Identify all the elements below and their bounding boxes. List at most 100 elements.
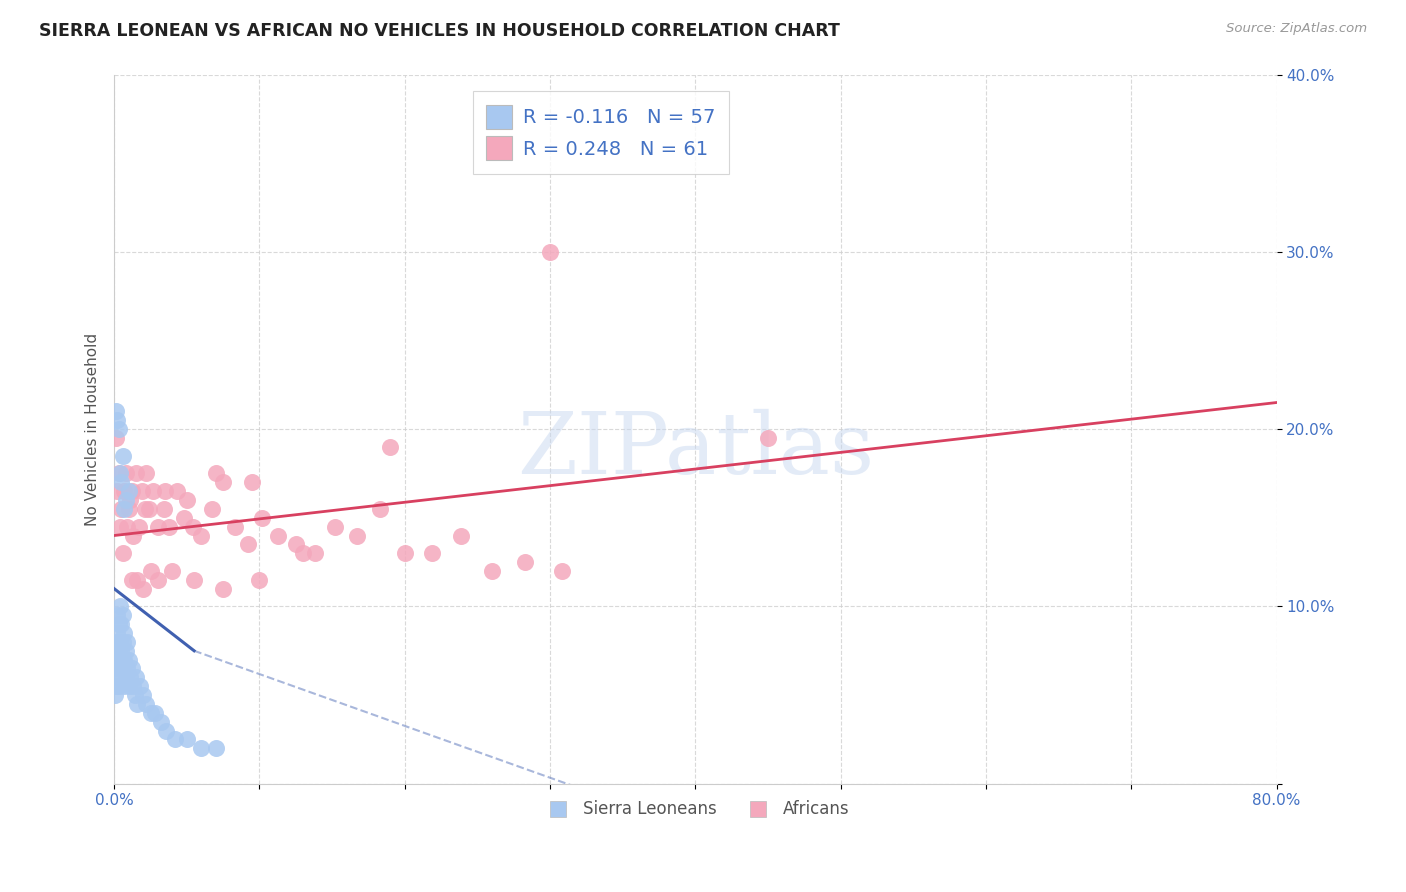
Point xyxy=(104,661,127,675)
Point xyxy=(114,467,136,481)
Point xyxy=(120,670,142,684)
Point xyxy=(118,484,141,499)
Point xyxy=(267,528,290,542)
Point xyxy=(111,546,134,560)
Point xyxy=(111,652,134,666)
Point xyxy=(125,670,148,684)
Point xyxy=(252,510,274,524)
Point xyxy=(143,706,166,720)
Point xyxy=(135,697,157,711)
Point xyxy=(107,422,129,436)
Point xyxy=(105,652,128,666)
Point xyxy=(132,582,155,596)
Point xyxy=(105,626,128,640)
Text: Source: ZipAtlas.com: Source: ZipAtlas.com xyxy=(1226,22,1367,36)
Point xyxy=(142,484,165,499)
Point xyxy=(200,502,222,516)
Point xyxy=(107,661,129,675)
Point xyxy=(181,519,204,533)
Point xyxy=(104,404,127,418)
Point xyxy=(212,582,235,596)
Point xyxy=(139,564,162,578)
Point xyxy=(114,670,136,684)
Point xyxy=(128,519,150,533)
Point xyxy=(114,644,136,658)
Point xyxy=(117,661,139,675)
Point xyxy=(112,626,135,640)
Point xyxy=(176,493,198,508)
Point xyxy=(125,467,148,481)
Point xyxy=(108,599,131,614)
Point xyxy=(122,679,145,693)
Point xyxy=(127,697,149,711)
Point xyxy=(110,644,132,658)
Point xyxy=(124,688,146,702)
Point xyxy=(129,679,152,693)
Point xyxy=(139,706,162,720)
Point xyxy=(249,573,271,587)
Point xyxy=(105,484,128,499)
Point xyxy=(105,644,128,658)
Y-axis label: No Vehicles in Household: No Vehicles in Household xyxy=(86,333,100,525)
Point xyxy=(422,546,444,560)
Point xyxy=(108,519,131,533)
Point xyxy=(111,608,134,623)
Point xyxy=(104,431,127,445)
Point xyxy=(138,502,160,516)
Point xyxy=(108,635,131,649)
Point xyxy=(118,652,141,666)
Point xyxy=(112,502,135,516)
Point xyxy=(284,537,307,551)
Point xyxy=(104,679,127,693)
Point xyxy=(323,519,346,533)
Point xyxy=(394,546,416,560)
Point xyxy=(117,519,139,533)
Point xyxy=(112,652,135,666)
Point xyxy=(236,537,259,551)
Point xyxy=(450,528,472,542)
Point xyxy=(107,467,129,481)
Point xyxy=(155,723,177,738)
Point xyxy=(107,644,129,658)
Point xyxy=(111,449,134,463)
Point xyxy=(152,502,174,516)
Point xyxy=(162,564,184,578)
Point xyxy=(205,467,228,481)
Point xyxy=(224,519,246,533)
Point xyxy=(104,670,127,684)
Point xyxy=(132,688,155,702)
Point xyxy=(120,493,142,508)
Point xyxy=(166,484,188,499)
Point xyxy=(127,573,149,587)
Point xyxy=(146,519,169,533)
Point xyxy=(114,493,136,508)
Point xyxy=(105,413,128,427)
Point xyxy=(183,573,205,587)
Point xyxy=(110,502,132,516)
Point xyxy=(121,573,143,587)
Point xyxy=(110,661,132,675)
Point xyxy=(135,467,157,481)
Point xyxy=(107,679,129,693)
Point xyxy=(550,564,572,578)
Point xyxy=(153,484,176,499)
Point xyxy=(110,617,132,632)
Point xyxy=(538,244,561,259)
Point xyxy=(105,608,128,623)
Point xyxy=(112,484,135,499)
Point xyxy=(368,502,391,516)
Point xyxy=(134,502,156,516)
Point xyxy=(292,546,315,560)
Point xyxy=(121,661,143,675)
Point xyxy=(111,635,134,649)
Point xyxy=(131,484,153,499)
Text: SIERRA LEONEAN VS AFRICAN NO VEHICLES IN HOUSEHOLD CORRELATION CHART: SIERRA LEONEAN VS AFRICAN NO VEHICLES IN… xyxy=(39,22,841,40)
Point xyxy=(756,431,779,445)
Point xyxy=(112,679,135,693)
Point xyxy=(104,635,127,649)
Point xyxy=(176,732,198,747)
Point xyxy=(110,475,132,490)
Point xyxy=(108,467,131,481)
Point xyxy=(118,502,141,516)
Point xyxy=(240,475,263,490)
